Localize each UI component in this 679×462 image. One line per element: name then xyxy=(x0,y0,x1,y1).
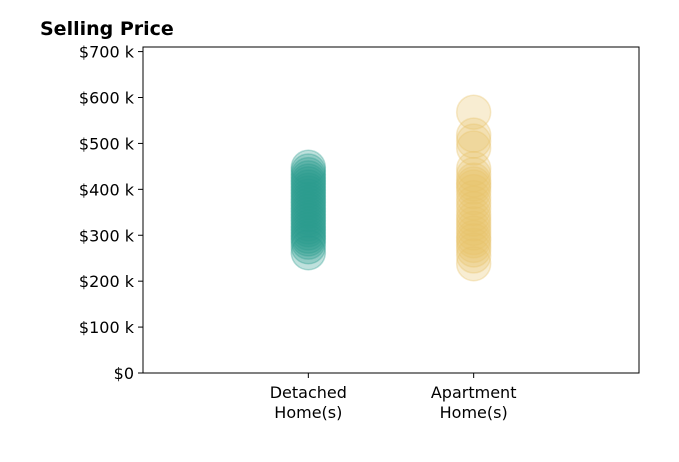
scatter-point xyxy=(290,234,327,271)
scatter-point xyxy=(290,190,327,227)
y-tick-label: $100 k xyxy=(79,318,135,337)
scatter-point xyxy=(290,224,327,260)
y-axis: $0 $100 k $200 k $300 k $400 k $500 k $600 k $7… xyxy=(79,43,143,383)
y-tick-label: $700 k xyxy=(79,43,135,62)
scatter-point xyxy=(290,184,327,220)
scatter-point xyxy=(290,156,327,193)
scatter-point xyxy=(290,163,327,199)
y-tick-label: $400 k xyxy=(79,180,135,199)
scatter-point xyxy=(290,218,327,254)
scatter-point xyxy=(455,130,492,166)
scatter-point xyxy=(455,227,492,264)
scatter-point xyxy=(455,223,492,259)
plot-frame xyxy=(142,46,640,374)
x-tick-label: Apartment xyxy=(431,383,517,402)
x-tick-label: Detached xyxy=(270,383,347,402)
scatter-point xyxy=(455,245,492,282)
scatter-point xyxy=(290,178,327,214)
scatter-point xyxy=(290,206,327,242)
scatter-point xyxy=(455,196,492,233)
scatter-point xyxy=(290,169,327,205)
scatter-point xyxy=(290,202,327,239)
y-tick-label: $600 k xyxy=(79,89,135,108)
scatter-point xyxy=(290,211,327,248)
scatter-point xyxy=(290,193,327,230)
scatter-point xyxy=(455,232,492,268)
scatter-point xyxy=(455,179,492,216)
y-tick-label: $0 xyxy=(114,364,134,383)
y-tick-label: $200 k xyxy=(79,272,135,291)
x-tick-label: Home(s) xyxy=(274,403,342,422)
scatter-point xyxy=(455,94,492,130)
scatter-point xyxy=(290,228,327,265)
scatter-point xyxy=(455,201,492,237)
scatter-point xyxy=(290,181,327,218)
scatter-point xyxy=(290,149,327,186)
scatter-point xyxy=(455,238,492,274)
scatter-point xyxy=(455,156,492,193)
scatter-point xyxy=(290,209,327,245)
scatter-point xyxy=(290,196,327,233)
scatter-point xyxy=(455,219,492,256)
y-tick-label: $500 k xyxy=(79,134,135,153)
scatter-point xyxy=(455,150,492,187)
chart-title: Selling Price xyxy=(40,18,174,40)
scatter-point xyxy=(455,117,492,153)
scatter-point xyxy=(455,162,492,198)
scatter-point xyxy=(455,206,492,242)
y-tick-label: $300 k xyxy=(79,226,135,245)
scatter-point xyxy=(455,173,492,210)
scatter-point xyxy=(290,166,327,202)
scatter-point xyxy=(290,200,327,236)
scatter-point xyxy=(290,153,327,189)
scatter-point xyxy=(455,123,492,159)
scatter-point xyxy=(290,215,327,251)
scatter-point xyxy=(290,175,327,211)
scatter-point xyxy=(455,190,492,227)
scatter-point xyxy=(290,221,327,257)
scatter-point xyxy=(290,187,327,224)
scatter-point xyxy=(290,172,327,209)
scatter-point xyxy=(455,185,492,221)
scatter-point xyxy=(455,210,492,247)
scatter-point xyxy=(290,160,327,196)
scatter-point xyxy=(455,215,492,251)
x-tick-label: Home(s) xyxy=(440,403,508,422)
scatter-point xyxy=(455,169,492,205)
scatter-point xyxy=(455,166,492,202)
points-layer xyxy=(290,94,492,282)
